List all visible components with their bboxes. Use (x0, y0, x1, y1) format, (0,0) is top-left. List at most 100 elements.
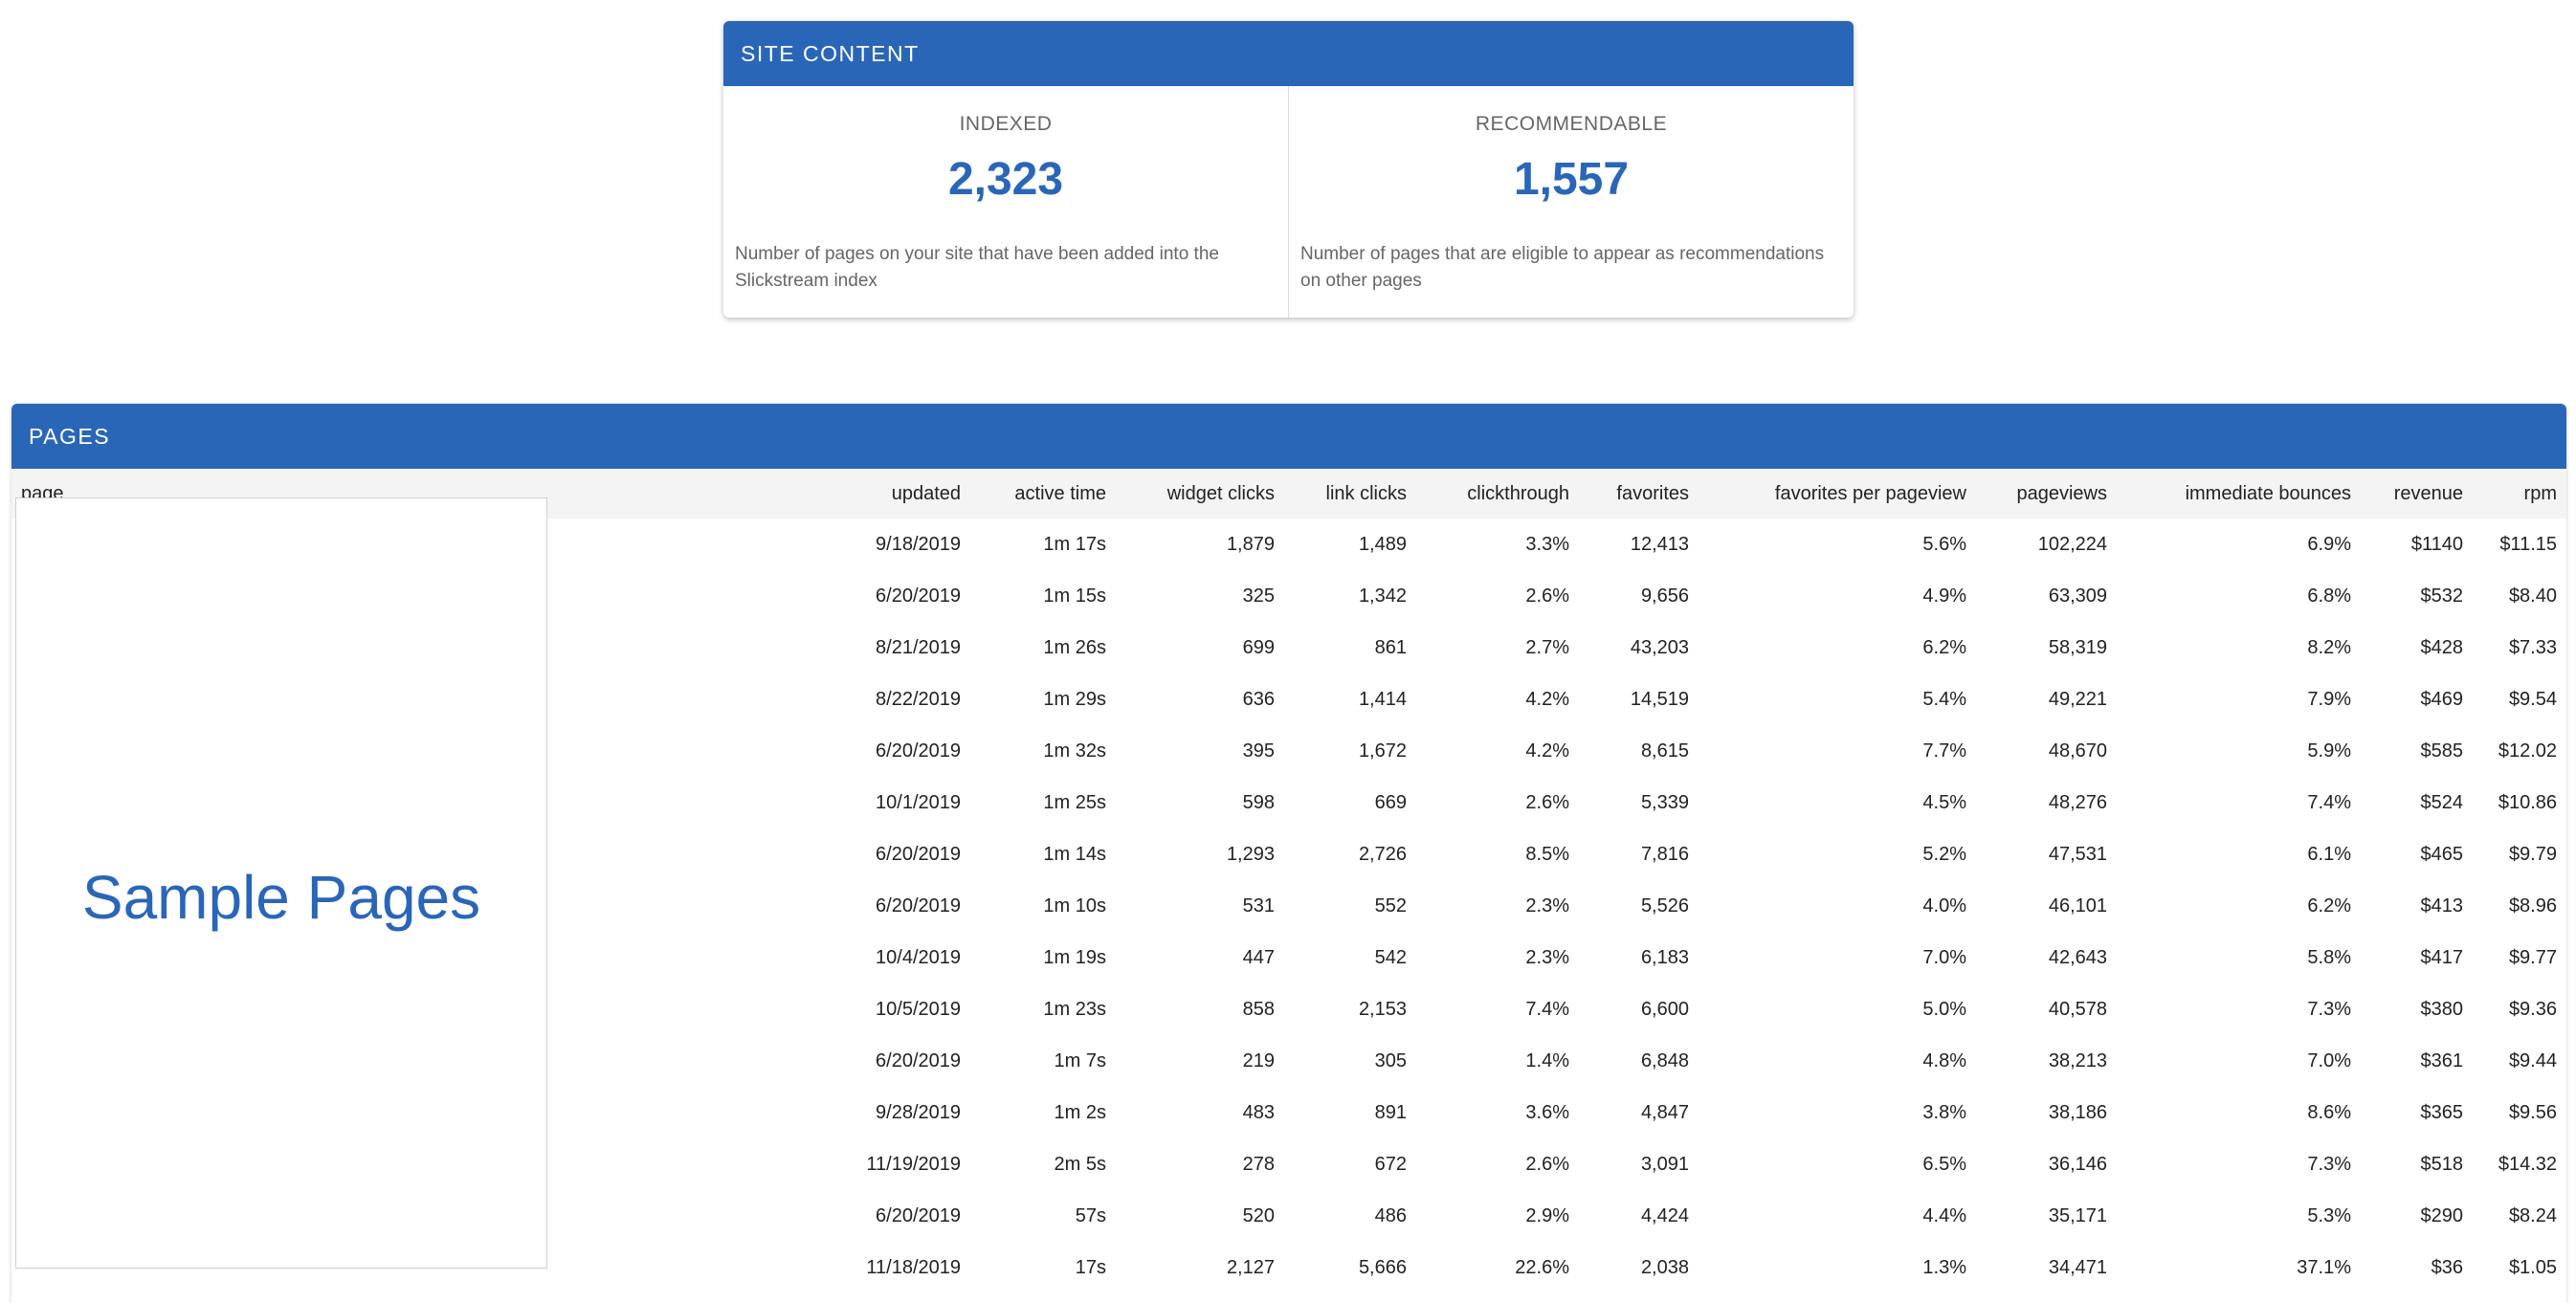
widget-clicks-cell: 395 (1242, 740, 1275, 762)
revenue-cell: $361 (2420, 1049, 2464, 1071)
link-clicks-cell: 486 (1374, 1204, 1407, 1226)
column-header-favorites-per-pageview[interactable]: favorites per pageview (1774, 482, 1966, 504)
immediate-bounces-cell: 6.8% (2307, 585, 2351, 607)
revenue-cell: $365 (2420, 1101, 2464, 1123)
pageviews-cell: 38,186 (2048, 1101, 2107, 1123)
link-clicks-cell: 542 (1374, 946, 1407, 968)
clickthrough-cell: 3.6% (1525, 1101, 1569, 1123)
favorites-per-pageview-cell: 3.8% (1922, 1101, 1966, 1123)
site-content-header: SITE CONTENT (723, 21, 1854, 86)
updated-cell: 10/1/2019 (876, 791, 961, 813)
widget-clicks-cell: 1,879 (1226, 533, 1275, 555)
widget-clicks-cell: 531 (1242, 894, 1275, 917)
revenue-cell: $585 (2420, 740, 2464, 762)
revenue-cell: $518 (2420, 1153, 2464, 1175)
immediate-bounces-cell: 5.9% (2307, 740, 2351, 762)
table-row[interactable]: 10/4/2019 1m 19s 447 542 2.3% 6,183 7.0% 42,643… (11, 932, 2566, 983)
indexed-description: Number of pages on your site that have b… (735, 244, 1219, 291)
updated-cell: 6/20/2019 (876, 740, 961, 762)
table-row[interactable]: 8/21/2019 1m 26s 699 861 2.7% 43,203 6.2% 58,31… (11, 622, 2566, 674)
sample-pages-label: Sample Pages (81, 863, 481, 932)
active-time-cell: 1m 19s (1043, 946, 1106, 968)
rpm-cell: $8.24 (2508, 1204, 2557, 1226)
favorites-per-pageview-cell: 7.7% (1922, 740, 1966, 762)
active-time-cell: 2m 5s (1054, 1153, 1106, 1175)
pageviews-cell: 102,224 (2037, 533, 2107, 555)
widget-clicks-cell: 1,293 (1226, 843, 1275, 865)
table-row[interactable]: 6/20/2019 1m 15s 325 1,342 2.6% 9,656 4.9% 63,3… (11, 570, 2566, 622)
favorites-per-pageview-cell: 1.3% (1922, 1256, 1966, 1278)
revenue-cell: $524 (2420, 791, 2464, 813)
table-row[interactable]: 6/20/2019 1m 14s 1,293 2,726 8.5% 7,816 5.2% 47… (11, 828, 2566, 880)
link-clicks-cell: 672 (1374, 1153, 1407, 1175)
pageviews-cell: 49,221 (2048, 688, 2107, 710)
clickthrough-cell: 4.2% (1525, 740, 1569, 762)
table-row[interactable]: 10/5/2019 1m 23s 858 2,153 7.4% 6,600 5.0% 40,5… (11, 983, 2566, 1035)
column-header-updated[interactable]: updated (891, 482, 961, 504)
active-time-cell: 1m 32s (1043, 740, 1106, 762)
active-time-cell: 1m 25s (1043, 791, 1106, 813)
widget-clicks-cell: 219 (1242, 1049, 1275, 1071)
table-row[interactable]: 10/1/2019 1m 25s 598 669 2.6% 5,339 4.5% 48,276… (11, 777, 2566, 828)
table-row[interactable]: 6/20/2019 1m 7s 219 305 1.4% 6,848 4.8% 38,213 7… (11, 1035, 2566, 1087)
column-header-active-time[interactable]: active time (1014, 482, 1106, 504)
favorites-per-pageview-cell: 7.0% (1922, 946, 1966, 968)
column-header-pageviews[interactable]: pageviews (2016, 482, 2107, 504)
indexed-stat: INDEXED 2,323 Number of pages on your si… (723, 86, 1288, 318)
favorites-cell: 4,424 (1640, 1204, 1689, 1226)
table-row[interactable]: 6/20/2019 1m 32s 395 1,672 4.2% 8,615 7.7% 48,6… (11, 725, 2566, 777)
column-header-widget-clicks[interactable]: widget clicks (1166, 482, 1275, 504)
active-time-cell: 1m 10s (1043, 894, 1106, 917)
table-row[interactable]: 11/19/2019 2m 5s 278 672 2.6% 3,091 6.5% 36,146… (11, 1138, 2566, 1190)
recommendable-value: 1,557 (1513, 154, 1630, 205)
active-time-cell: 1m 14s (1043, 843, 1106, 865)
table-row[interactable]: 11/18/2019 17s 2,127 5,666 22.6% 2,038 1.3% 34,… (11, 1242, 2566, 1293)
column-header-favorites[interactable]: favorites (1616, 482, 1689, 504)
widget-clicks-cell: 2,127 (1226, 1256, 1275, 1278)
column-header-rpm[interactable]: rpm (2523, 482, 2557, 504)
immediate-bounces-cell: 8.2% (2307, 636, 2351, 658)
table-row[interactable]: 9/18/2019 1m 17s 1,879 1,489 3.3% 12,413 5.6% 1… (11, 519, 2566, 570)
table-row[interactable]: 6/20/2019 57s 520 486 2.9% 4,424 4.4% 35,171 5.3… (11, 1190, 2566, 1242)
column-header-revenue[interactable]: revenue (2393, 482, 2463, 504)
clickthrough-cell: 2.6% (1525, 585, 1569, 607)
link-clicks-cell: 1,489 (1358, 533, 1407, 555)
favorites-cell: 7,816 (1640, 843, 1689, 865)
column-header-immediate-bounces[interactable]: immediate bounces (2185, 482, 2351, 504)
column-header-clickthrough[interactable]: clickthrough (1467, 482, 1569, 504)
rpm-cell: $8.40 (2508, 585, 2557, 607)
table-row[interactable]: 8/22/2019 1m 29s 636 1,414 4.2% 14,519 5.4% 49,… (11, 674, 2566, 725)
favorites-cell: 8,615 (1640, 740, 1689, 762)
rpm-cell: $7.33 (2508, 636, 2557, 658)
pageviews-cell: 48,670 (2048, 740, 2107, 762)
indexed-label: INDEXED (959, 113, 1053, 135)
widget-clicks-cell: 520 (1242, 1204, 1275, 1226)
rpm-cell: $8.96 (2508, 894, 2557, 917)
link-clicks-cell: 1,342 (1358, 585, 1407, 607)
sample-pages-thumbnail[interactable]: Sample Pages (15, 497, 547, 1269)
updated-cell: 6/20/2019 (876, 894, 961, 917)
table-row[interactable]: 6/20/2019 1m 10s 531 552 2.3% 5,526 4.0% 46,101… (11, 880, 2566, 932)
link-clicks-cell: 552 (1374, 894, 1407, 917)
link-clicks-cell: 891 (1374, 1101, 1407, 1123)
link-clicks-cell: 1,414 (1358, 688, 1407, 710)
rpm-cell: $9.56 (2508, 1101, 2557, 1123)
active-time-cell: 1m 7s (1054, 1049, 1106, 1071)
table-row[interactable]: 9/28/2019 1m 2s 483 891 3.6% 4,847 3.8% 38,186 8… (11, 1087, 2566, 1138)
recommendable-description: Number of pages that are eligible to app… (1300, 244, 1825, 291)
favorites-cell: 3,091 (1640, 1153, 1689, 1175)
active-time-cell: 57s (1075, 1204, 1106, 1226)
clickthrough-cell: 7.4% (1525, 998, 1569, 1020)
active-time-cell: 1m 15s (1043, 585, 1106, 607)
column-header-link-clicks[interactable]: link clicks (1325, 482, 1407, 504)
active-time-cell: 1m 26s (1043, 636, 1106, 658)
favorites-cell: 4,847 (1640, 1101, 1689, 1123)
immediate-bounces-cell: 6.1% (2307, 843, 2351, 865)
updated-cell: 6/20/2019 (876, 1204, 961, 1226)
pageviews-cell: 63,309 (2048, 585, 2107, 607)
immediate-bounces-cell: 8.6% (2307, 1101, 2351, 1123)
pages-header: PAGES (11, 404, 2566, 469)
clickthrough-cell: 2.3% (1525, 946, 1569, 968)
pageviews-cell: 46,101 (2048, 894, 2107, 917)
recommendable-label: RECOMMENDABLE (1475, 113, 1668, 135)
